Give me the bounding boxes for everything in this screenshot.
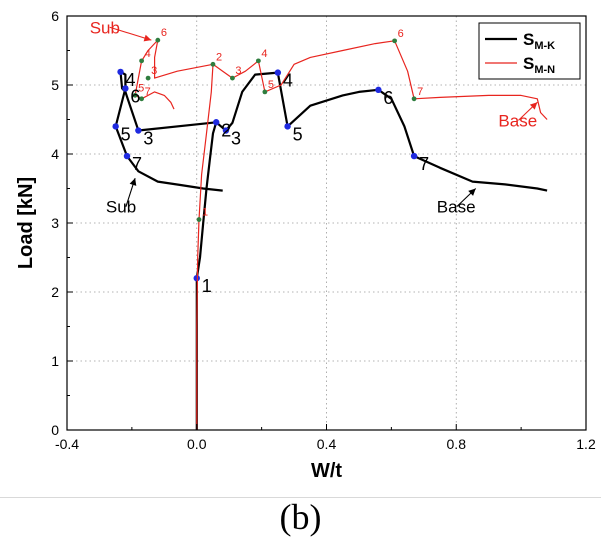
data-point bbox=[411, 96, 417, 102]
point-label: 7 bbox=[417, 86, 423, 98]
point-label: 3 bbox=[151, 65, 157, 77]
data-point bbox=[139, 58, 145, 64]
data-point bbox=[222, 127, 230, 134]
data-point bbox=[230, 75, 235, 81]
divider bbox=[0, 497, 601, 498]
point-label: 7 bbox=[145, 86, 151, 98]
figure-caption: (b) bbox=[279, 497, 322, 537]
x-tick-label: 0.0 bbox=[187, 436, 207, 452]
annotation-label: Base bbox=[498, 111, 537, 130]
point-label: 1 bbox=[202, 276, 212, 296]
y-tick-label: 4 bbox=[51, 146, 59, 162]
data-point bbox=[123, 152, 131, 160]
data-point bbox=[193, 275, 200, 282]
data-point bbox=[375, 86, 382, 94]
point-label: 4 bbox=[145, 48, 151, 60]
grid-lines bbox=[67, 16, 586, 430]
annotations: Sub Base Sub Base bbox=[90, 18, 538, 217]
legend-label-subscript: M-K bbox=[534, 40, 555, 52]
point-label: 5 bbox=[121, 124, 131, 144]
point-label: 7 bbox=[419, 154, 429, 174]
annotation-arrowhead bbox=[143, 34, 152, 42]
point-label: 6 bbox=[161, 27, 167, 39]
point-label: 5 bbox=[138, 82, 144, 94]
y-tick-label: 0 bbox=[51, 422, 59, 438]
point-label: 4 bbox=[283, 71, 293, 91]
y-tick-label: 1 bbox=[51, 353, 59, 369]
annotation-arrowhead bbox=[529, 102, 538, 110]
series-line-base bbox=[195, 71, 548, 430]
point-label: 5 bbox=[293, 124, 303, 144]
y-tick-label: 5 bbox=[51, 77, 59, 93]
point-label: 1 bbox=[202, 207, 208, 219]
point-label: 3 bbox=[143, 129, 153, 149]
point-label: 7 bbox=[132, 154, 142, 174]
data-point bbox=[196, 217, 202, 222]
point-label: 4 bbox=[261, 48, 267, 60]
point-label: 6 bbox=[398, 28, 404, 40]
data-point bbox=[155, 37, 161, 43]
series-line-base bbox=[196, 40, 548, 430]
data-point bbox=[139, 96, 145, 102]
y-axis-title: Load [kN] bbox=[15, 177, 37, 269]
data-point bbox=[132, 92, 138, 98]
data-point bbox=[410, 152, 418, 160]
point-label: 4 bbox=[126, 70, 136, 90]
data-point bbox=[392, 38, 398, 44]
annotation-arrowhead bbox=[468, 188, 476, 196]
legend-box bbox=[478, 22, 581, 80]
point-label: 5 bbox=[268, 79, 274, 91]
data-point bbox=[262, 89, 268, 95]
data-point bbox=[213, 119, 220, 126]
point-label: 3 bbox=[231, 129, 241, 149]
point-label: 6 bbox=[383, 88, 393, 108]
y-tick-label: 3 bbox=[51, 215, 59, 231]
series-layer bbox=[112, 37, 548, 430]
annotation-arrow bbox=[109, 26, 152, 41]
data-point bbox=[135, 127, 142, 134]
data-point bbox=[274, 69, 282, 76]
data-point bbox=[145, 75, 151, 81]
y-tick-label: 6 bbox=[51, 8, 59, 24]
point-label: 2 bbox=[216, 51, 222, 63]
data-point bbox=[255, 58, 261, 64]
annotation-label: Base bbox=[437, 198, 476, 217]
data-point bbox=[112, 123, 119, 130]
x-tick-label: 0.4 bbox=[317, 436, 337, 452]
legend-label-subscript: M-N bbox=[534, 64, 555, 76]
x-axis-title: W/t bbox=[311, 460, 342, 482]
annotation-arrowhead bbox=[129, 178, 137, 186]
data-point bbox=[122, 85, 129, 92]
x-tick-label: -0.4 bbox=[55, 436, 79, 452]
data-point bbox=[117, 68, 124, 76]
point-label: 6 bbox=[130, 86, 140, 106]
data-point bbox=[210, 61, 216, 67]
annotation-label: Sub bbox=[106, 198, 136, 217]
y-tick-label: 2 bbox=[51, 284, 59, 300]
legend: SM-KSM-N bbox=[478, 22, 581, 80]
x-tick-label: 1.2 bbox=[576, 436, 596, 452]
data-point bbox=[284, 123, 291, 130]
x-tick-label: 0.8 bbox=[447, 436, 467, 452]
point-label: 3 bbox=[235, 65, 241, 77]
point-label: 2 bbox=[221, 120, 231, 140]
annotation-label: Sub bbox=[90, 18, 120, 37]
